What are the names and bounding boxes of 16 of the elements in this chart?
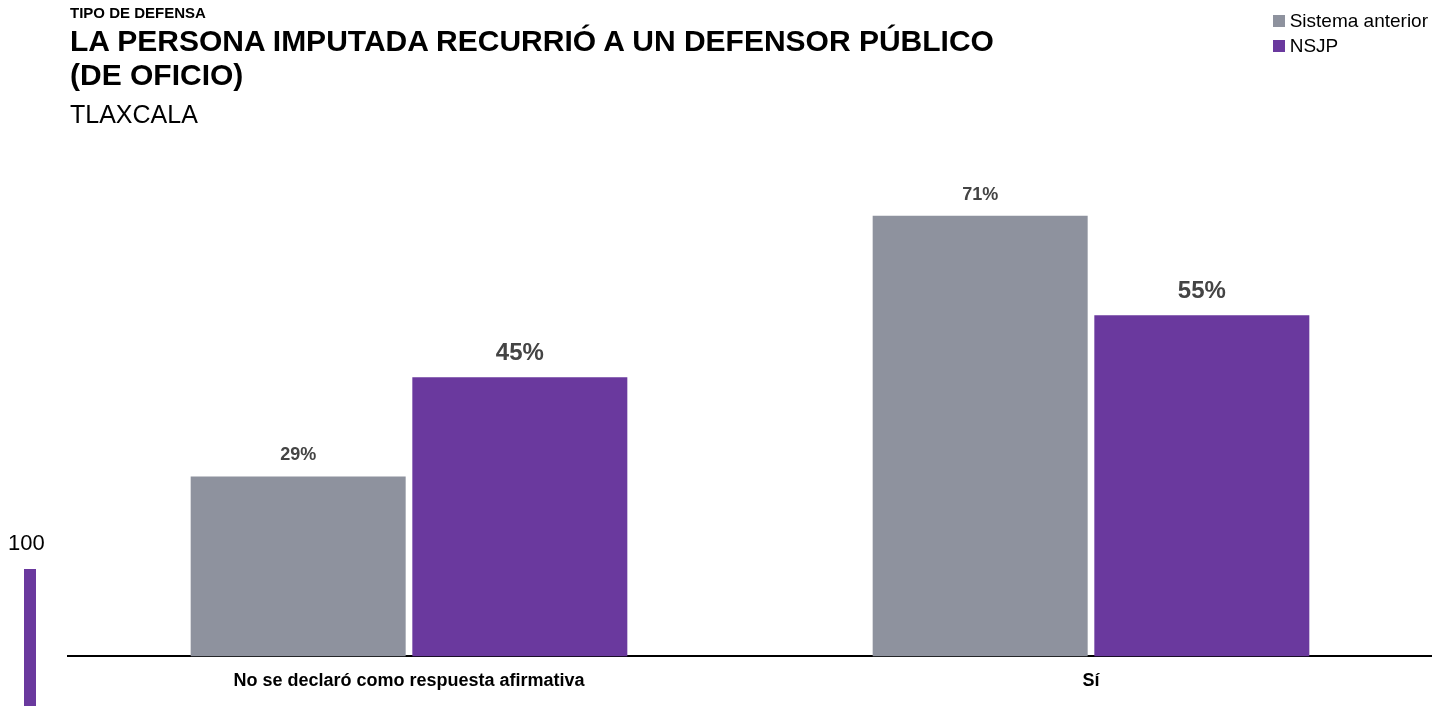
bar — [872, 215, 1088, 657]
data-label: 29% — [280, 444, 317, 465]
legend-label: NSJP — [1289, 35, 1339, 57]
text: 100 — [8, 530, 45, 556]
bar — [412, 377, 628, 657]
x-tick-label: Sí — [1082, 670, 1101, 691]
data-label: 71% — [962, 183, 999, 204]
chart-title: LA PERSONA IMPUTADA RECURRIÓ A UN DEFENSOR PÚBLICO (DE OFICIO) — [70, 24, 995, 92]
legend-label: Sistema anterior — [1289, 10, 1428, 32]
bar — [190, 476, 406, 657]
x-tick-label: No se declaró como respuesta afirmativa — [233, 670, 586, 691]
bar — [1094, 315, 1310, 657]
data-label: 45% — [495, 337, 544, 365]
text: TIPO DE DEFENSA — [70, 4, 206, 21]
data-label: 55% — [1177, 275, 1226, 303]
chart-subtitle: TLAXCALA — [70, 100, 198, 129]
